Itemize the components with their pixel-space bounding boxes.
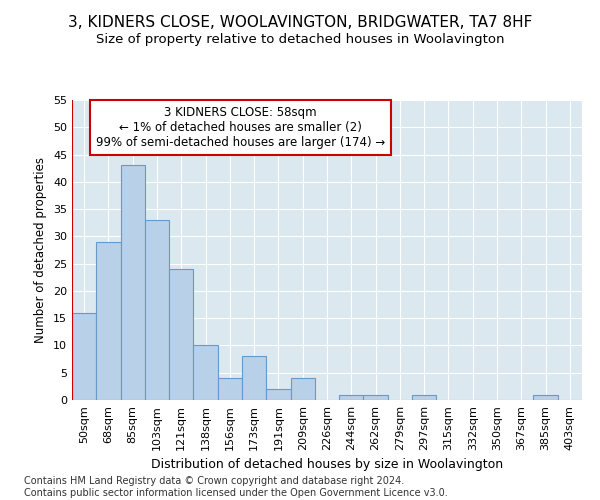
Bar (121, 166, 145, 400)
Bar (218, 378, 242, 400)
Bar (242, 356, 266, 400)
Bar (339, 394, 364, 400)
Text: Contains HM Land Registry data © Crown copyright and database right 2024.
Contai: Contains HM Land Registry data © Crown c… (24, 476, 448, 498)
Bar (193, 346, 218, 400)
X-axis label: Distribution of detached houses by size in Woolavington: Distribution of detached houses by size … (151, 458, 503, 471)
Text: Size of property relative to detached houses in Woolavington: Size of property relative to detached ho… (96, 32, 504, 46)
Bar (145, 220, 169, 400)
Bar (96, 242, 121, 400)
Y-axis label: Number of detached properties: Number of detached properties (34, 157, 47, 343)
Bar (364, 394, 388, 400)
Bar (412, 394, 436, 400)
Text: 3 KIDNERS CLOSE: 58sqm
← 1% of detached houses are smaller (2)
99% of semi-detac: 3 KIDNERS CLOSE: 58sqm ← 1% of detached … (95, 106, 385, 149)
Bar (533, 394, 558, 400)
Bar (266, 389, 290, 400)
Bar (169, 269, 193, 400)
Bar (290, 378, 315, 400)
Bar (72, 312, 96, 400)
Text: 3, KIDNERS CLOSE, WOOLAVINGTON, BRIDGWATER, TA7 8HF: 3, KIDNERS CLOSE, WOOLAVINGTON, BRIDGWAT… (68, 15, 532, 30)
